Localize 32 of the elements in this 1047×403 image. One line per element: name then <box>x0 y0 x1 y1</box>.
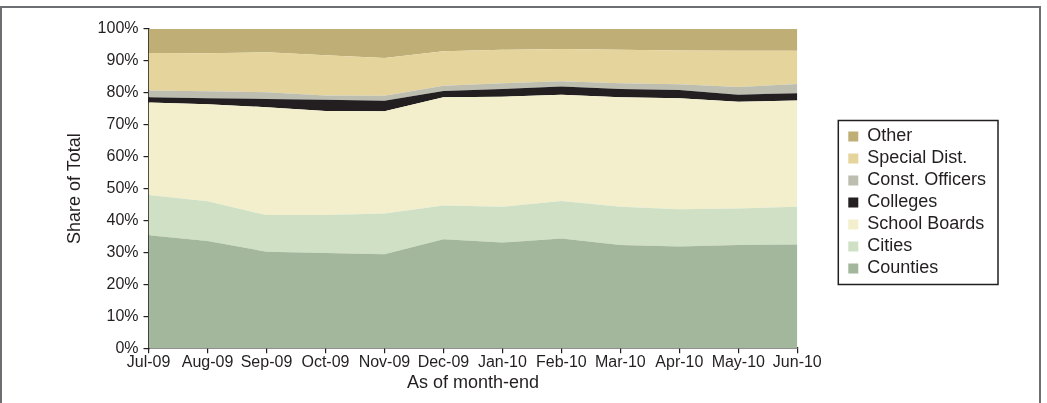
x-tick-label: Jul-09 <box>126 353 171 371</box>
y-tick-label: 80% <box>106 83 139 101</box>
legend-label: Counties <box>867 257 939 278</box>
y-tick-label: 30% <box>106 242 139 260</box>
y-tick-label: 0% <box>115 338 139 356</box>
legend-label: School Boards <box>867 213 985 234</box>
y-tick-label: 60% <box>106 147 139 165</box>
y-tick-label: 20% <box>106 274 139 292</box>
legend-label: Special Dist. <box>867 147 968 168</box>
x-tick-label: Oct-09 <box>301 353 350 371</box>
x-tick-label: May-10 <box>711 353 766 371</box>
legend-label: Colleges <box>867 191 938 212</box>
x-tick-label: Feb-10 <box>536 353 587 371</box>
legend-label: Const. Officers <box>867 169 987 190</box>
y-tick-label: 100% <box>97 19 139 37</box>
y-tick-label: 10% <box>106 306 139 324</box>
y-tick-label: 70% <box>106 115 139 133</box>
x-tick-label: Jan-10 <box>477 353 527 371</box>
x-tick-label: Apr-10 <box>655 353 704 371</box>
x-tick-label: Nov-09 <box>358 353 411 371</box>
legend-label: Other <box>867 125 913 146</box>
y-tick-label: 50% <box>106 179 139 197</box>
x-tick-label: Dec-09 <box>417 353 470 371</box>
x-tick-label: Jun-10 <box>772 353 822 371</box>
y-axis-title: Share of Total <box>63 133 84 244</box>
x-axis-title: As of month-end <box>406 372 539 393</box>
x-tick-label: Mar-10 <box>595 353 646 371</box>
y-tick-label: 90% <box>106 51 139 69</box>
legend-label: Cities <box>867 235 913 256</box>
x-tick-label: Sep-09 <box>240 353 293 371</box>
x-tick-label: Aug-09 <box>181 353 234 371</box>
y-tick-label: 40% <box>106 210 139 228</box>
